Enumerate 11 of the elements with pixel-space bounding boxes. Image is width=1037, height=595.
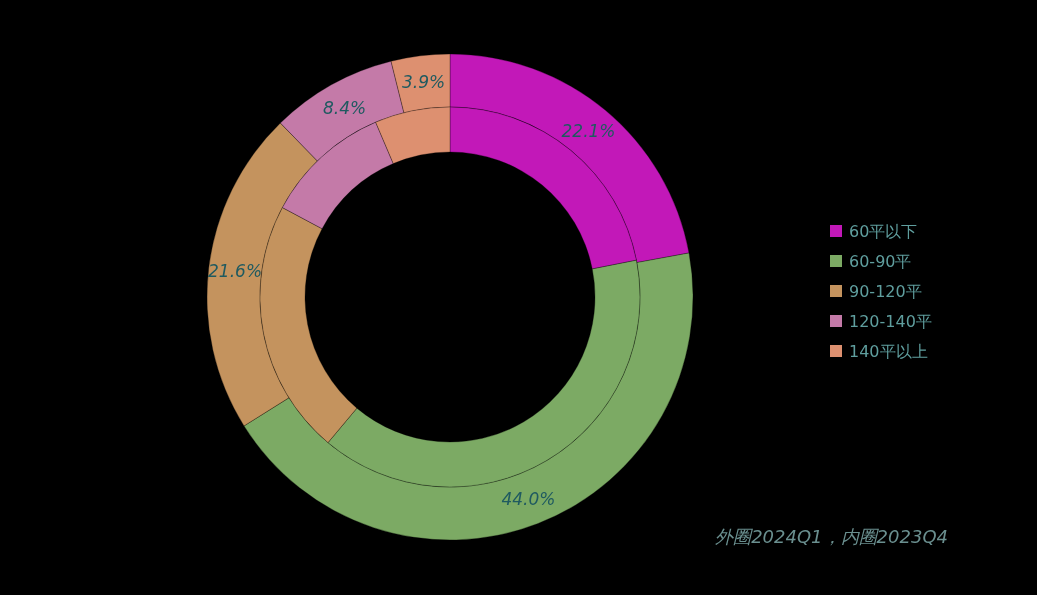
data-label: 8.4% — [322, 97, 367, 118]
legend-label: 60-90平 — [849, 252, 912, 271]
legend-label: 60平以下 — [849, 222, 918, 241]
data-label: 22.1% — [561, 120, 616, 141]
data-label: 44.0% — [501, 488, 556, 509]
data-label: 21.6% — [208, 261, 263, 282]
data-label: 3.9% — [401, 72, 446, 93]
legend-label: 140平以上 — [849, 342, 928, 361]
text: 外圈2024Q1，内圈2023Q4 — [715, 526, 948, 547]
legend-label: 120-140平 — [849, 312, 932, 331]
legend-label: 90-120平 — [849, 282, 922, 301]
